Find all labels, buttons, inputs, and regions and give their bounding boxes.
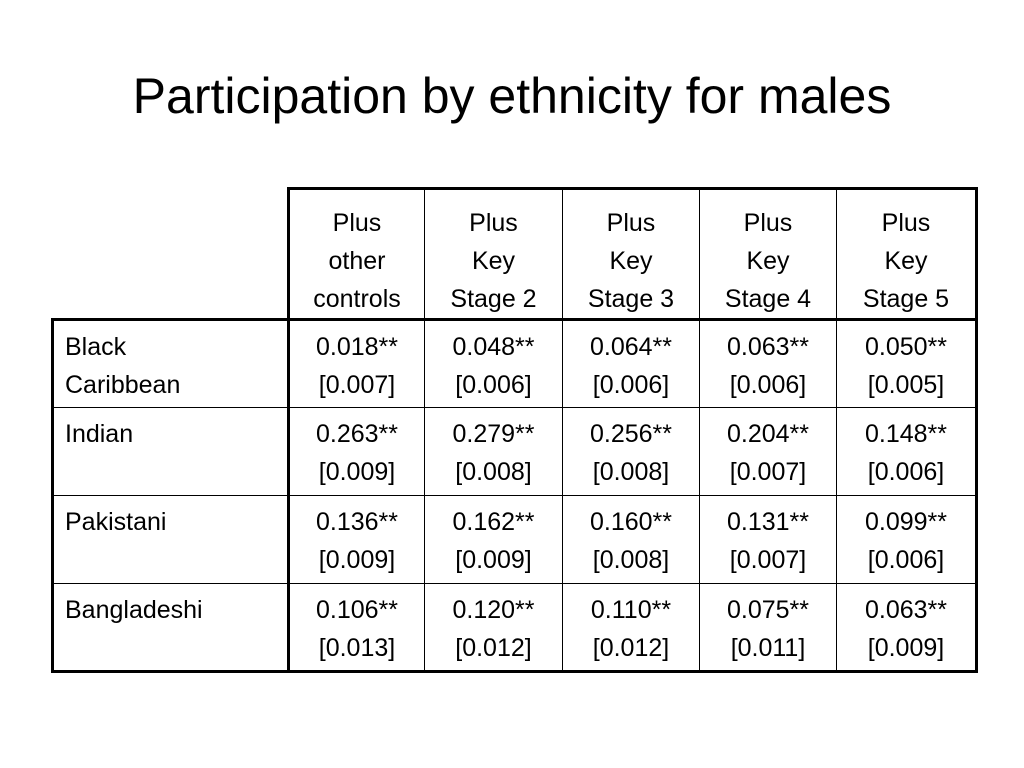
coefficient: 0.204** — [726, 420, 810, 448]
table-cell: 0.120** [0.012] — [424, 583, 563, 673]
table-cell: 0.110** [0.012] — [562, 583, 700, 673]
coefficient: 0.106** — [315, 596, 399, 624]
table-cell: 0.063** [0.009] — [836, 583, 978, 673]
column-header: Plus Key Stage 4 — [699, 187, 837, 321]
column-header-line: Stage 2 — [450, 285, 537, 313]
corner-cell — [52, 188, 290, 321]
table-cell: 0.204** [0.007] — [699, 407, 837, 496]
column-header-line: Stage 3 — [587, 285, 675, 313]
standard-error: [0.005] — [867, 371, 945, 399]
standard-error: [0.012] — [455, 634, 532, 662]
table-cell: 0.064** [0.006] — [562, 319, 700, 408]
column-header-line: Plus — [881, 209, 931, 237]
coefficient: 0.063** — [864, 596, 948, 624]
header-row: Plus other controls Plus Key Stage 2 Plu… — [52, 187, 978, 321]
coefficient: 0.136** — [315, 508, 399, 536]
row-label: Indian — [51, 407, 290, 496]
results-table: Plus other controls Plus Key Stage 2 Plu… — [51, 187, 978, 673]
column-header-line: Key — [884, 247, 928, 275]
standard-error: [0.011] — [730, 634, 806, 662]
table-cell: 0.075** [0.011] — [699, 583, 837, 673]
column-header-line: Stage 4 — [724, 285, 812, 313]
column-header: Plus Key Stage 2 — [424, 187, 563, 321]
coefficient: 0.048** — [452, 333, 535, 361]
standard-error: [0.009] — [318, 458, 396, 486]
coefficient: 0.162** — [452, 508, 535, 536]
standard-error: [0.009] — [455, 546, 532, 574]
standard-error: [0.006] — [867, 458, 945, 486]
coefficient: 0.120** — [452, 596, 535, 624]
row-label-line: Black — [65, 333, 127, 361]
table-cell: 0.106** [0.013] — [288, 583, 425, 673]
table-cell: 0.263** [0.009] — [288, 407, 425, 496]
coefficient: 0.063** — [726, 333, 810, 361]
table-row: Bangladeshi 0.106** [0.013] 0.120** [0.012… — [51, 583, 978, 673]
column-header-line: Plus — [606, 209, 656, 237]
column-header-line: Plus — [743, 209, 793, 237]
standard-error: [0.007] — [729, 458, 807, 486]
coefficient: 0.279** — [452, 420, 535, 448]
standard-error: [0.006] — [867, 546, 945, 574]
row-label-line: Bangladeshi — [65, 596, 203, 624]
column-header-line: other — [328, 247, 386, 275]
row-label: Black Caribbean — [51, 319, 290, 408]
standard-error: [0.006] — [592, 371, 670, 399]
table-cell: 0.136** [0.009] — [288, 495, 425, 584]
table-cell: 0.279** [0.008] — [424, 407, 563, 496]
standard-error: [0.013] — [318, 634, 396, 662]
coefficient: 0.256** — [589, 420, 673, 448]
slide-title: Participation by ethnicity for males — [132, 68, 892, 124]
standard-error: [0.009] — [318, 546, 396, 574]
coefficient: 0.075** — [726, 596, 810, 624]
column-header-line: Key — [471, 247, 516, 275]
standard-error: [0.008] — [592, 546, 670, 574]
column-header: Plus Key Stage 5 — [836, 187, 978, 321]
coefficient: 0.131** — [726, 508, 810, 536]
coefficient: 0.018** — [315, 333, 399, 361]
column-header: Plus Key Stage 3 — [562, 187, 700, 321]
standard-error: [0.006] — [729, 371, 807, 399]
table-cell: 0.050** [0.005] — [836, 319, 978, 408]
coefficient: 0.263** — [315, 420, 399, 448]
coefficient: 0.099** — [864, 508, 948, 536]
coefficient: 0.160** — [589, 508, 673, 536]
table-cell: 0.063** [0.006] — [699, 319, 837, 408]
row-label-line: Indian — [65, 420, 134, 448]
row-label: Bangladeshi — [51, 583, 290, 673]
standard-error: [0.007] — [318, 371, 396, 399]
column-header-line: Key — [746, 247, 790, 275]
row-label-line: Pakistani — [65, 508, 167, 536]
coefficient: 0.064** — [589, 333, 673, 361]
coefficient: 0.110** — [590, 596, 672, 624]
column-header-line: controls — [313, 285, 401, 313]
table-cell: 0.256** [0.008] — [562, 407, 700, 496]
table-cell: 0.160** [0.008] — [562, 495, 700, 584]
table-cell: 0.018** [0.007] — [288, 319, 425, 408]
coefficient: 0.148** — [864, 420, 948, 448]
column-header-line: Key — [609, 247, 653, 275]
table-cell: 0.099** [0.006] — [836, 495, 978, 584]
standard-error: [0.008] — [592, 458, 670, 486]
table-cell: 0.148** [0.006] — [836, 407, 978, 496]
table-row: Indian 0.263** [0.009] 0.279** [0.008] 0.2… — [51, 407, 978, 496]
coefficient: 0.050** — [864, 333, 948, 361]
standard-error: [0.012] — [592, 634, 670, 662]
column-header-line: Plus — [332, 209, 382, 237]
column-header: Plus other controls — [288, 187, 425, 321]
standard-error: [0.009] — [867, 634, 945, 662]
table-row: Black Caribbean 0.018** [0.007] 0.048** [0… — [51, 319, 978, 408]
row-label-line: Caribbean — [65, 371, 181, 399]
table-cell: 0.048** [0.006] — [424, 319, 563, 408]
column-header-line: Plus — [469, 209, 518, 237]
table-row: Pakistani 0.136** [0.009] 0.162** [0.009] … — [51, 495, 978, 584]
column-header-line: Stage 5 — [862, 285, 950, 313]
standard-error: [0.008] — [455, 458, 532, 486]
table-cell: 0.131** [0.007] — [699, 495, 837, 584]
table-cell: 0.162** [0.009] — [424, 495, 563, 584]
row-label: Pakistani — [51, 495, 290, 584]
standard-error: [0.007] — [729, 546, 807, 574]
standard-error: [0.006] — [455, 371, 532, 399]
